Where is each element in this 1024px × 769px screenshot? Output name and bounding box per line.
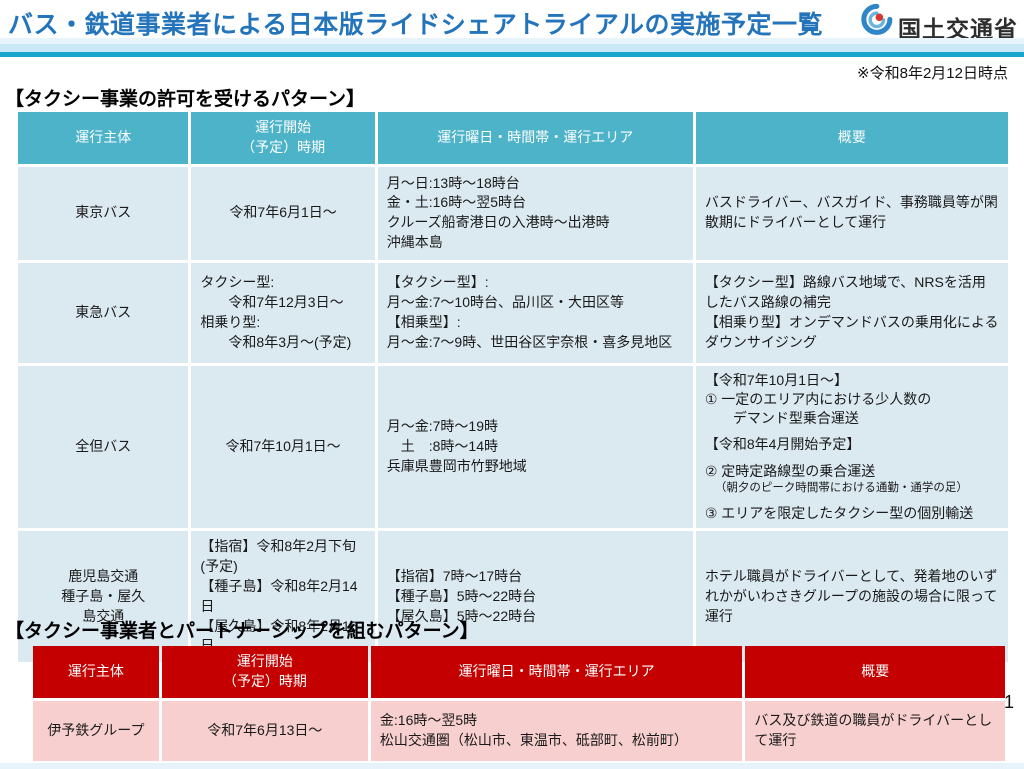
col-header-overview: 概要 xyxy=(745,646,1005,698)
overview-block: ② 定時定路線型の乗合運送 xyxy=(704,463,876,480)
section1-heading: 【タクシー事業の許可を受けるパターン】 xyxy=(5,89,366,110)
cell-overview: バス及び鉄道の職員がドライバーとして運行 xyxy=(745,700,1005,761)
overview-block: 【令和8年4月開始予定】 xyxy=(704,436,861,453)
col-header-schedule: 運行曜日・時間帯・運行エリア xyxy=(377,112,693,164)
table-header-row: 運行主体 運行開始 （予定）時期 運行曜日・時間帯・運行エリア 概要 xyxy=(33,646,1005,698)
overview-footnote: （朝夕のピーク時間帯における通勤・通学の足） xyxy=(714,482,968,495)
overview-block: 【令和7年10月1日～】 ① 一定のエリア内における少人数の デマンド型乗合運送 xyxy=(704,371,932,426)
page-title: バス・鉄道事業者による日本版ライドシェアトライアルの実施予定一覧 xyxy=(8,11,824,39)
table-row: 東急バス タクシー型: 令和7年12月3日～ 相乗り型: 令和8年3月～(予定)… xyxy=(18,262,1008,363)
cell-overview: バスドライバー、バスガイド、事務職員等が閑散期にドライバーとして運行 xyxy=(695,166,1008,260)
table-header-row: 運行主体 運行開始 （予定）時期 運行曜日・時間帯・運行エリア 概要 xyxy=(18,112,1008,164)
cell-start: 令和7年10月1日～ xyxy=(191,365,375,529)
cell-schedule: 【タクシー型】: 月～金:7～10時台、品川区・大田区等 【相乗型】: 月～金:… xyxy=(377,262,693,363)
table-row: 鹿児島交通 種子島・屋久 島交通 【指宿】令和8年2月下旬(予定) 【種子島】令… xyxy=(18,531,1008,663)
cell-operator: 東急バス xyxy=(18,262,189,363)
table-row: 伊予鉄グループ 令和7年6月13日～ 金:16時～翌5時 松山交通圏（松山市、東… xyxy=(33,700,1005,761)
cell-start: 【指宿】令和8年2月下旬(予定) 【種子島】令和8年2月14日 【屋久島】令和8… xyxy=(191,531,375,663)
page-number: 1 xyxy=(1004,692,1015,712)
taxi-permit-table: 運行主体 運行開始 （予定）時期 運行曜日・時間帯・運行エリア 概要 東京バス … xyxy=(18,112,1008,665)
col-header-start: 運行開始 （予定）時期 xyxy=(191,112,375,164)
cell-overview: ホテル職員がドライバーとして、発着地のいずれかがいわさきグループの施設の場合に限… xyxy=(695,531,1008,663)
header-divider-band xyxy=(0,38,1024,57)
cell-schedule: 金:16時～翌5時 松山交通圏（松山市、東温市、砥部町、松前町） xyxy=(370,700,743,761)
cell-overview: 【令和7年10月1日～】 ① 一定のエリア内における少人数の デマンド型乗合運送… xyxy=(695,365,1008,529)
col-header-operator: 運行主体 xyxy=(18,112,189,164)
cell-schedule: 月～日:13時～18時台 金・土:16時～翌5時台 クルーズ船寄港日の入港時～出… xyxy=(377,166,693,260)
col-header-schedule: 運行曜日・時間帯・運行エリア xyxy=(370,646,743,698)
agency-name: 国土交通省 xyxy=(898,15,1018,42)
section2-heading: 【タクシー事業者とパートナーシップを組むパターン】 xyxy=(5,621,479,642)
cell-schedule: 【指宿】7時～17時台 【種子島】5時～22時台 【屋久島】5時～22時台 xyxy=(377,531,693,663)
cell-start: 令和7年6月1日～ xyxy=(191,166,375,260)
table-row: 東京バス 令和7年6月1日～ 月～日:13時～18時台 金・土:16時～翌5時台… xyxy=(18,166,1008,260)
as-of-date-note: ※令和8年2月12日時点 xyxy=(857,65,1008,82)
cell-start: 令和7年6月13日～ xyxy=(161,700,368,761)
col-header-operator: 運行主体 xyxy=(33,646,159,698)
cell-operator: 鹿児島交通 種子島・屋久 島交通 xyxy=(18,531,189,663)
overview-block: ③ エリアを限定したタクシー型の個別輸送 xyxy=(704,505,974,522)
cell-start: タクシー型: 令和7年12月3日～ 相乗り型: 令和8年3月～(予定) xyxy=(191,262,375,363)
col-header-overview: 概要 xyxy=(695,112,1008,164)
taxi-partnership-table: 運行主体 運行開始 （予定）時期 運行曜日・時間帯・運行エリア 概要 伊予鉄グル… xyxy=(33,646,1005,764)
cell-overview: 【タクシー型】路線バス地域で、NRSを活用したバス路線の補完 【相乗り型】オンデ… xyxy=(695,262,1008,363)
bottom-accent-band xyxy=(0,763,1024,769)
col-header-start: 運行開始 （予定）時期 xyxy=(161,646,368,698)
cell-operator: 伊予鉄グループ xyxy=(33,700,159,761)
table-row: 全但バス 令和7年10月1日～ 月～金:7時～19時 土 :8時～14時 兵庫県… xyxy=(18,365,1008,529)
cell-schedule: 月～金:7時～19時 土 :8時～14時 兵庫県豊岡市竹野地域 xyxy=(377,365,693,529)
cell-operator: 全但バス xyxy=(18,365,189,529)
cell-operator: 東京バス xyxy=(18,166,189,260)
